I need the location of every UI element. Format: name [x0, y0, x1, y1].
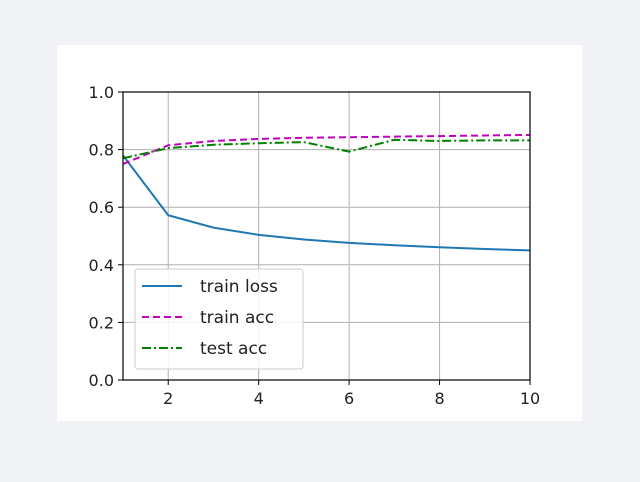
legend-box — [134, 268, 304, 370]
y-tick-label: 0.4 — [89, 256, 114, 275]
y-tick-label: 1.0 — [89, 83, 114, 102]
x-tick-label: 6 — [344, 389, 354, 408]
chart-figure: 2 4 6 8 10 0.0 0.2 0.4 0.6 0.8 1.0 train loss train… — [57, 45, 582, 421]
series-line-train-acc — [122, 133, 531, 165]
series-line-test-acc — [122, 138, 530, 160]
legend: train loss train acc test acc — [134, 268, 304, 370]
y-tick-label: 0.0 — [89, 371, 114, 390]
y-tick-label: 0.2 — [89, 313, 114, 332]
y-tick-label: 0.8 — [89, 141, 114, 160]
x-tick-label: 4 — [254, 389, 264, 408]
legend-label-train-acc: train acc — [200, 308, 274, 328]
axis-ticks: 2 4 6 8 10 0.0 0.2 0.4 0.6 0.8 1.0 — [89, 83, 541, 408]
y-tick-label: 0.6 — [89, 198, 114, 217]
line-chart: 2 4 6 8 100.00.20.40.60.81.0 train losstrain… — [89, 83, 541, 408]
plot-frame — [122, 91, 531, 381]
series-line-train-loss — [122, 154, 531, 252]
x-tick-label: 8 — [434, 389, 444, 408]
legend-label-test-acc: test acc — [200, 339, 267, 359]
x-tick-label: 10 — [520, 389, 540, 408]
legend-label-train-loss: train loss — [200, 277, 278, 297]
x-tick-label: 2 — [163, 389, 173, 408]
series-lines — [122, 133, 531, 252]
